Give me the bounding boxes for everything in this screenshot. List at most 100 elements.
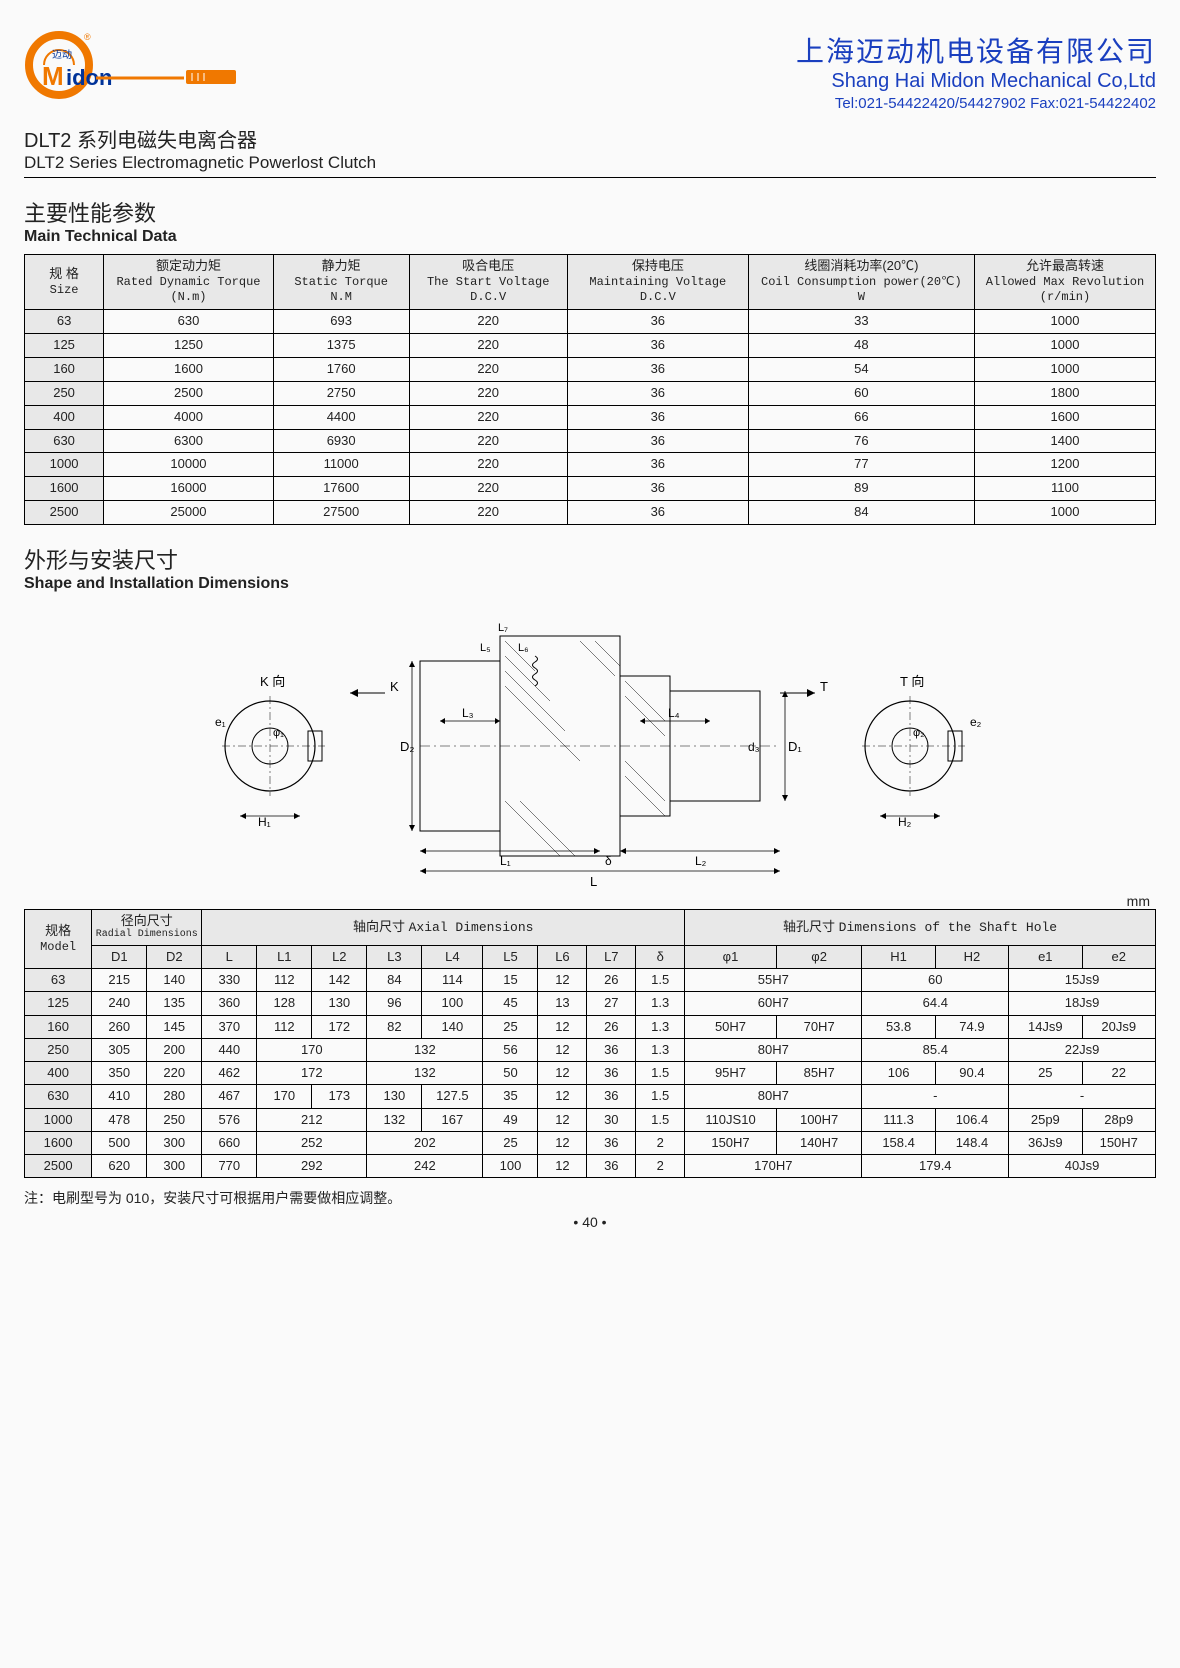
dims-cell: 440 <box>202 1038 257 1061</box>
dims-cell: 60 <box>862 969 1009 992</box>
dims-cell: 250 <box>25 1038 92 1061</box>
dims-header: e2 <box>1082 945 1156 968</box>
company-block: 上海迈动机电设备有限公司 Shang Hai Midon Mechanical … <box>796 30 1156 112</box>
dims-cell: 27 <box>587 992 636 1015</box>
dims-cell: 410 <box>92 1085 147 1108</box>
dims-cell: 1.5 <box>636 1062 685 1085</box>
dims-cell: 36 <box>587 1155 636 1178</box>
spec-cell: 1200 <box>974 453 1155 477</box>
dims-cell: 140 <box>422 1015 483 1038</box>
spec-cell: 16000 <box>104 477 274 501</box>
dims-cell: 35 <box>483 1085 538 1108</box>
dims-cell: 110JS10 <box>685 1108 777 1131</box>
midon-logo: 迈动 M idon ® <box>24 30 244 100</box>
dims-cell: 140H7 <box>776 1131 862 1154</box>
dims-cell: 15 <box>483 969 538 992</box>
dims-cell: 30 <box>587 1108 636 1131</box>
dims-cell: 12 <box>538 1155 587 1178</box>
dims-header: L3 <box>367 945 422 968</box>
svg-text:K 向: K 向 <box>260 674 285 689</box>
spec-cell: 66 <box>748 405 974 429</box>
dims-header: H1 <box>862 945 935 968</box>
dims-cell: 25p9 <box>1009 1108 1082 1131</box>
spec-cell: 220 <box>409 381 567 405</box>
dims-cell: 70H7 <box>776 1015 862 1038</box>
dims-cell: 576 <box>202 1108 257 1131</box>
dims-cell: 25 <box>1009 1062 1082 1085</box>
dims-cell: 13 <box>538 992 587 1015</box>
dims-title-cn: 外形与安装尺寸 <box>24 543 1156 575</box>
dims-cell: 95H7 <box>685 1062 777 1085</box>
dims-header: L <box>202 945 257 968</box>
dims-cell: 158.4 <box>862 1131 935 1154</box>
spec-cell: 630 <box>25 429 104 453</box>
dims-cell: 250 <box>147 1108 202 1131</box>
product-title-en: DLT2 Series Electromagnetic Powerlost Cl… <box>24 153 1156 178</box>
svg-text:T: T <box>820 679 828 694</box>
dims-header: L2 <box>312 945 367 968</box>
svg-text:K: K <box>390 679 399 694</box>
dims-cell: 630 <box>25 1085 92 1108</box>
dims-cell: 12 <box>538 1038 587 1061</box>
dims-cell: 36 <box>587 1131 636 1154</box>
dims-cell: 130 <box>367 1085 422 1108</box>
spec-cell: 2500 <box>25 501 104 525</box>
spec-cell: 220 <box>409 501 567 525</box>
spec-cell: 25000 <box>104 501 274 525</box>
dims-cell: 55H7 <box>685 969 862 992</box>
svg-text:e₂: e₂ <box>970 715 982 729</box>
dims-cell: 36Js9 <box>1009 1131 1082 1154</box>
spec-cell: 400 <box>25 405 104 429</box>
dims-cell: 305 <box>92 1038 147 1061</box>
spec-cell: 89 <box>748 477 974 501</box>
spec-cell: 220 <box>409 405 567 429</box>
spec-cell: 1000 <box>974 357 1155 381</box>
spec-col-header: 静力矩Static TorqueN.M <box>273 255 409 310</box>
dims-cell: 167 <box>422 1108 483 1131</box>
dims-header: L5 <box>483 945 538 968</box>
spec-cell: 1600 <box>25 477 104 501</box>
dims-cell: 150H7 <box>1082 1131 1156 1154</box>
dims-cell: 1.3 <box>636 992 685 1015</box>
dims-cell: 1.3 <box>636 1015 685 1038</box>
dims-cell: 53.8 <box>862 1015 935 1038</box>
dims-header: H2 <box>935 945 1008 968</box>
svg-text:L₂: L₂ <box>695 854 707 868</box>
svg-text:D₁: D₁ <box>788 739 802 754</box>
dims-cell: 128 <box>257 992 312 1015</box>
dims-cell: 135 <box>147 992 202 1015</box>
dims-cell: 400 <box>25 1062 92 1085</box>
dims-cell: 660 <box>202 1131 257 1154</box>
spec-cell: 1760 <box>273 357 409 381</box>
dims-cell: 20Js9 <box>1082 1015 1156 1038</box>
svg-text:迈动: 迈动 <box>52 49 72 61</box>
dims-cell: 84 <box>367 969 422 992</box>
dims-cell: 620 <box>92 1155 147 1178</box>
dims-cell: 80H7 <box>685 1038 862 1061</box>
dims-header: L4 <box>422 945 483 968</box>
dims-cell: 212 <box>257 1108 367 1131</box>
dims-cell: 100 <box>483 1155 538 1178</box>
dims-cell: 173 <box>312 1085 367 1108</box>
dims-header: D2 <box>147 945 202 968</box>
company-name-en: Shang Hai Midon Mechanical Co,Ltd <box>796 70 1156 93</box>
dims-cell: 82 <box>367 1015 422 1038</box>
dims-cell: 85H7 <box>776 1062 862 1085</box>
spec-cell: 1000 <box>974 310 1155 334</box>
dims-cell: 50H7 <box>685 1015 777 1038</box>
spec-cell: 2750 <box>273 381 409 405</box>
spec-cell: 36 <box>567 381 748 405</box>
dims-cell: 36 <box>587 1038 636 1061</box>
dims-cell: - <box>862 1085 1009 1108</box>
spec-cell: 1250 <box>104 333 274 357</box>
spec-table: 规 格Size额定动力矩Rated Dynamic Torque(N.m)静力矩… <box>24 254 1156 525</box>
footnote: 注：电刷型号为 010，安装尺寸可根据用户需要做相应调整。 <box>24 1188 1156 1208</box>
technical-diagram: K 向 e₁ H₁ φ₁ T 向 e₂ H₂ φ₂ K T <box>24 601 1156 891</box>
dims-cell: 770 <box>202 1155 257 1178</box>
dims-cell: 80H7 <box>685 1085 862 1108</box>
dims-cell: 1600 <box>25 1131 92 1154</box>
spec-cell: 220 <box>409 310 567 334</box>
dims-cell: 160 <box>25 1015 92 1038</box>
dims-cell: 96 <box>367 992 422 1015</box>
dims-cell: 370 <box>202 1015 257 1038</box>
